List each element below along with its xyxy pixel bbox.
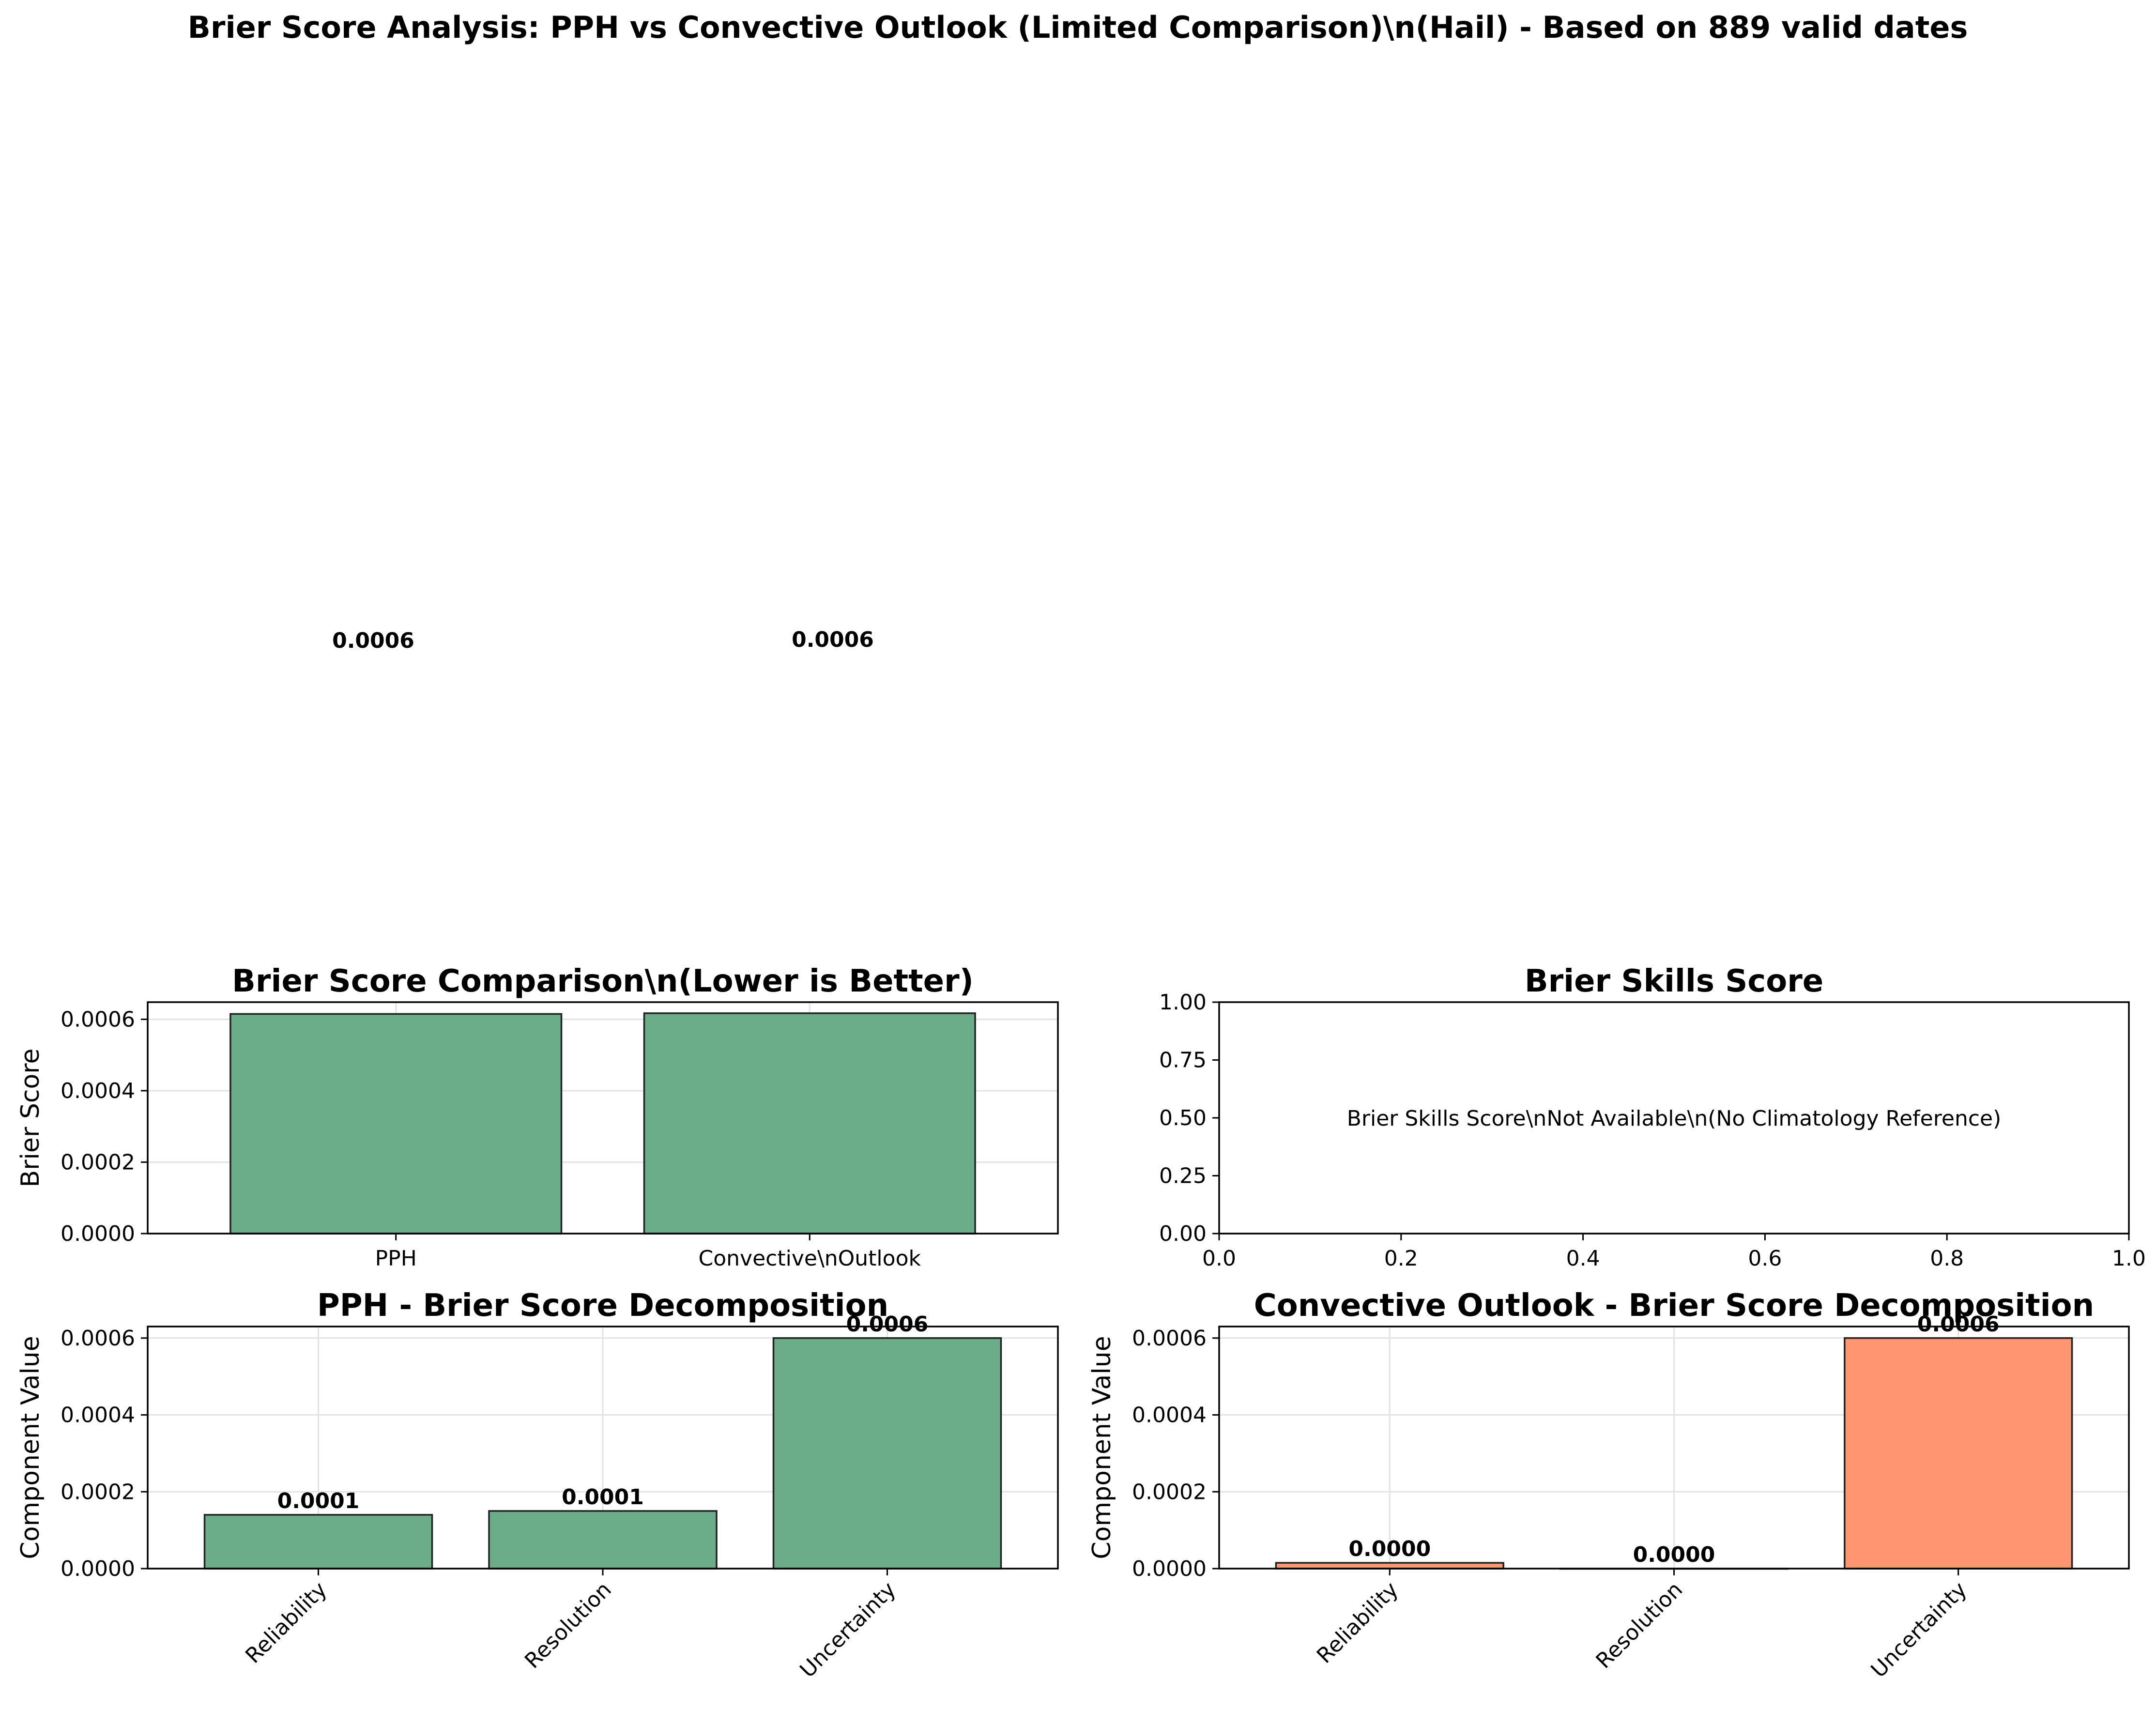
x-tick-label: Resolution xyxy=(1591,1577,1688,1674)
x-tick-label: 1.0 xyxy=(2112,1246,2146,1271)
y-tick-label: 0.0000 xyxy=(61,1221,135,1246)
x-tick-label: Reliability xyxy=(241,1577,332,1668)
axes-frame xyxy=(147,1001,1059,1235)
stray-value-label-pph: 0.0006 xyxy=(332,628,414,653)
pph-decomposition-panel: PPH - Brier Score Decomposition 0.0000 0.0… xyxy=(16,1288,1059,1683)
y-tick-label: 0.75 xyxy=(1159,1048,1207,1073)
x-tick-label: Uncertainty xyxy=(1866,1577,1972,1683)
stray-value-label-outlook: 0.0006 xyxy=(792,627,874,652)
y-axis-label: Component Value xyxy=(1087,1336,1116,1559)
panel-title: PPH - Brier Score Decomposition xyxy=(317,1288,888,1324)
x-tick-label: Reliability xyxy=(1312,1577,1403,1668)
y-tick-label: 0.0004 xyxy=(61,1403,135,1428)
x-tick-label: Uncertainty xyxy=(795,1577,901,1683)
axes-frame xyxy=(1218,1001,2130,1235)
y-tick-label: 0.0002 xyxy=(61,1150,135,1175)
bar-value-label: 0.0001 xyxy=(562,1485,644,1510)
bar-value-label: 0.0006 xyxy=(1917,1312,2000,1337)
y-axis-label: Component Value xyxy=(16,1336,45,1559)
figure-suptitle: Brier Score Analysis: PPH vs Convective … xyxy=(188,10,1968,45)
outlook-decomposition-panel: Convective Outlook - Brier Score Decompo… xyxy=(1087,1288,2130,1683)
y-tick-label: 0.0002 xyxy=(1132,1480,1207,1504)
y-tick-label: 0.0002 xyxy=(61,1480,135,1504)
x-tick-label: 0.8 xyxy=(1930,1246,1964,1271)
bar-pph xyxy=(229,1013,563,1235)
panel-title: Convective Outlook - Brier Score Decompo… xyxy=(1254,1288,2094,1324)
x-tick-label: 0.6 xyxy=(1748,1246,1782,1271)
y-tick-label: 0.50 xyxy=(1159,1106,1207,1130)
panel-title: Brier Skills Score xyxy=(1525,963,1823,999)
brier-skills-score-panel: Brier Skills Score 0.00 0.25 0.50 0.75 1.00 0.… xyxy=(1159,963,2146,1271)
bar-value-label: 0.0000 xyxy=(1348,1537,1431,1561)
y-tick-label: 0.0004 xyxy=(61,1079,135,1103)
brier-score-comparison-panel: Brier Score Comparison\n(Lower is Better… xyxy=(16,963,1059,1271)
y-tick-label: 0.0000 xyxy=(61,1556,135,1581)
bar-resolution xyxy=(488,1510,718,1570)
x-tick-label: Resolution xyxy=(520,1577,616,1674)
axes-frame xyxy=(1218,1326,2130,1570)
y-tick-label: 0.25 xyxy=(1159,1164,1207,1189)
bar-value-label: 0.0006 xyxy=(846,1312,929,1337)
bar-reliability xyxy=(1275,1562,1504,1570)
y-tick-label: 0.0006 xyxy=(1132,1326,1207,1351)
x-tick-label: 0.4 xyxy=(1566,1246,1600,1271)
no-data-message: Brier Skills Score\nNot Available\n(No C… xyxy=(1347,1106,2002,1131)
x-tick-label: PPH xyxy=(375,1246,417,1271)
x-tick-label: 0.0 xyxy=(1202,1246,1236,1271)
axes-frame xyxy=(147,1326,1059,1570)
y-tick-label: 0.0000 xyxy=(1132,1556,1207,1581)
y-tick-label: 1.00 xyxy=(1159,990,1207,1015)
bar-uncertainty xyxy=(1844,1337,2073,1570)
y-tick-label: 0.00 xyxy=(1159,1221,1207,1246)
y-tick-label: 0.0004 xyxy=(1132,1403,1207,1428)
panel-title: Brier Score Comparison\n(Lower is Better… xyxy=(232,963,974,999)
bar-uncertainty xyxy=(772,1337,1002,1570)
bar-value-label: 0.0001 xyxy=(277,1489,360,1513)
bar-convective-noutlook xyxy=(643,1012,976,1235)
bar-reliability xyxy=(203,1514,433,1570)
x-tick-label: Convective\nOutlook xyxy=(699,1246,921,1271)
bar-value-label: 0.0000 xyxy=(1633,1542,1715,1567)
y-tick-label: 0.0006 xyxy=(61,1007,135,1032)
x-tick-label: 0.2 xyxy=(1384,1246,1418,1271)
y-axis-label: Brier Score xyxy=(16,1048,45,1187)
y-tick-label: 0.0006 xyxy=(61,1326,135,1351)
